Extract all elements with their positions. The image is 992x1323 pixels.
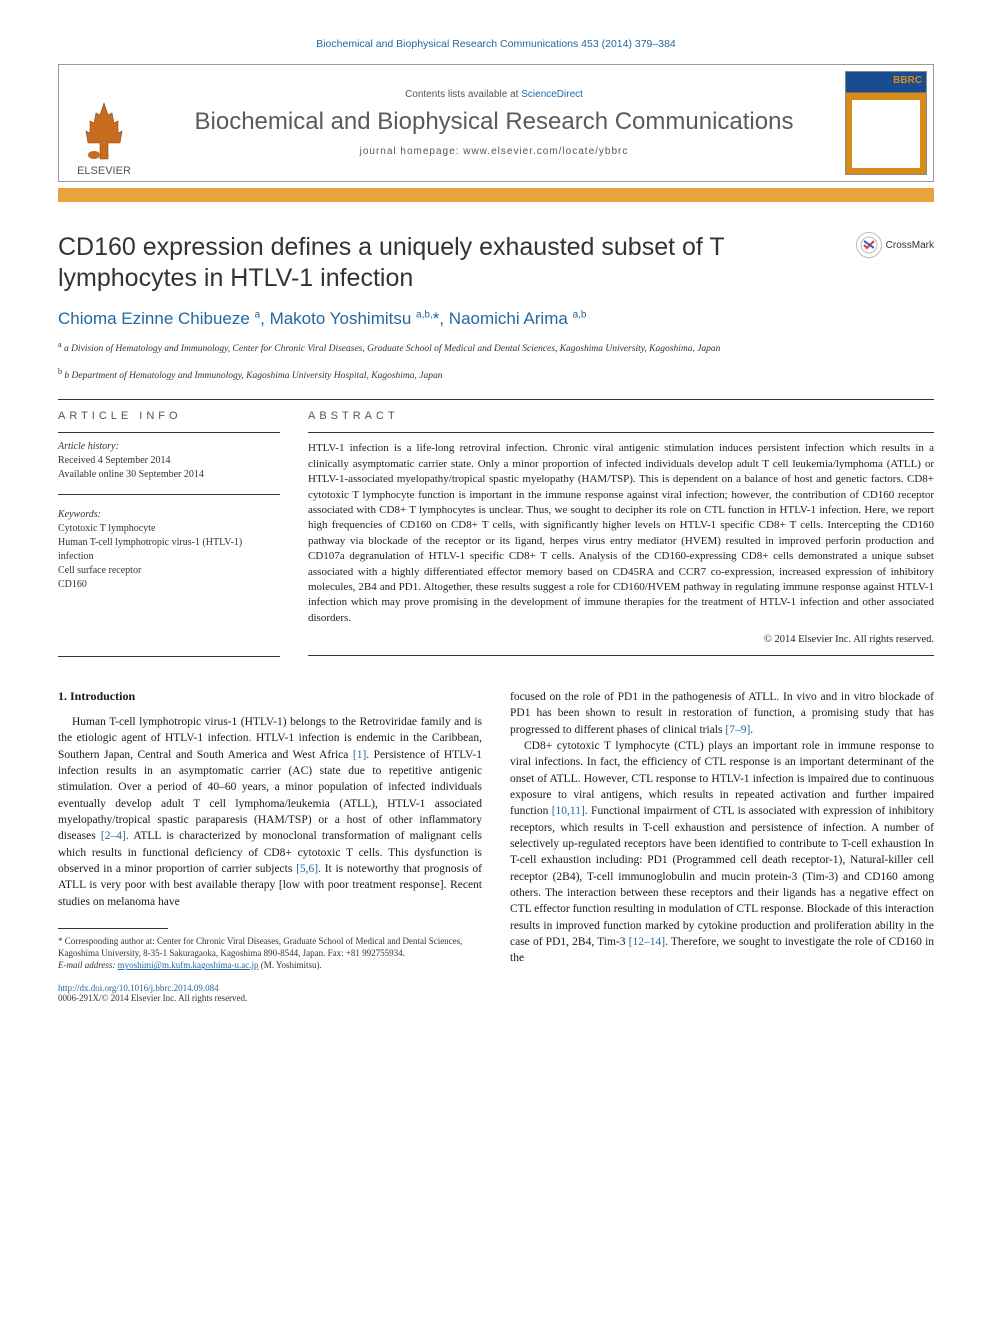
contents-line: Contents lists available at ScienceDirec… bbox=[405, 89, 583, 100]
keyword-0: Cytotoxic T lymphocyte bbox=[58, 522, 280, 536]
footnote-separator bbox=[58, 928, 168, 929]
body-para-3: CD8+ cytotoxic T lymphocyte (CTL) plays … bbox=[510, 738, 934, 967]
ref-10-11-link[interactable]: [10,11] bbox=[552, 805, 585, 817]
corresponding-footnote: * Corresponding author at: Center for Ch… bbox=[58, 935, 482, 959]
homepage-line: journal homepage: www.elsevier.com/locat… bbox=[360, 146, 629, 157]
history-label: Article history: bbox=[58, 441, 280, 452]
publisher-logo-block: ELSEVIER bbox=[59, 65, 149, 181]
keyword-1: Human T-cell lymphotropic virus-1 (HTLV-… bbox=[58, 536, 280, 564]
crossmark-label: CrossMark bbox=[886, 240, 934, 251]
copyright: © 2014 Elsevier Inc. All rights reserved… bbox=[308, 634, 934, 645]
doi-link[interactable]: http://dx.doi.org/10.1016/j.bbrc.2014.09… bbox=[58, 983, 219, 993]
crossmark-icon bbox=[860, 236, 878, 254]
article-info-left: ARTICLE INFO Article history: Received 4… bbox=[58, 410, 280, 656]
publisher-label: ELSEVIER bbox=[77, 165, 131, 177]
email-label: E-mail address: bbox=[58, 960, 118, 970]
masthead: ELSEVIER Contents lists available at Sci… bbox=[58, 64, 934, 182]
keyword-2: Cell surface receptor bbox=[58, 564, 280, 578]
article-info-row: ARTICLE INFO Article history: Received 4… bbox=[58, 410, 934, 656]
history-online: Available online 30 September 2014 bbox=[58, 468, 280, 482]
body-para-1: Human T-cell lymphotropic virus-1 (HTLV-… bbox=[58, 714, 482, 910]
cover-label: BBRC bbox=[893, 75, 922, 86]
ref-1-link[interactable]: [1] bbox=[353, 749, 366, 761]
issn-copyright: 0006-291X/© 2014 Elsevier Inc. All right… bbox=[58, 993, 247, 1003]
ref-5-6-link[interactable]: [5,6] bbox=[296, 863, 318, 875]
email-suffix: (M. Yoshimitsu). bbox=[258, 960, 321, 970]
email-link[interactable]: myoshimi@m.kufm.kagoshima-u.ac.jp bbox=[118, 960, 259, 970]
authors: Chioma Ezinne Chibueze a, Makoto Yoshimi… bbox=[58, 309, 934, 329]
abstract-block: ABSTRACT HTLV-1 infection is a life-long… bbox=[308, 410, 934, 656]
ref-2-4-link[interactable]: [2–4] bbox=[101, 830, 126, 842]
homepage-prefix: journal homepage: bbox=[360, 146, 464, 157]
crossmark-badge[interactable]: CrossMark bbox=[856, 232, 934, 258]
ref-12-14-link[interactable]: [12–14] bbox=[629, 936, 665, 948]
cover-thumb-block: BBRC bbox=[839, 65, 933, 181]
keywords-label: Keywords: bbox=[58, 509, 280, 520]
body-col-left: 1. Introduction Human T-cell lymphotropi… bbox=[58, 689, 482, 971]
homepage-url: www.elsevier.com/locate/ybbrc bbox=[463, 146, 628, 157]
body-columns: 1. Introduction Human T-cell lymphotropi… bbox=[58, 689, 934, 971]
journal-name: Biochemical and Biophysical Research Com… bbox=[195, 108, 794, 136]
elsevier-tree-icon bbox=[76, 99, 132, 163]
keyword-3: CD160 bbox=[58, 578, 280, 592]
ref-7-9-link[interactable]: [7–9] bbox=[725, 724, 750, 736]
journal-cover-thumb: BBRC bbox=[845, 71, 927, 175]
email-footnote: E-mail address: myoshimi@m.kufm.kagoshim… bbox=[58, 959, 482, 971]
affiliation-a: a a Division of Hematology and Immunolog… bbox=[58, 339, 934, 356]
abstract-text: HTLV-1 infection is a life-long retrovir… bbox=[308, 441, 934, 626]
separator bbox=[58, 399, 934, 400]
section-1-heading: 1. Introduction bbox=[58, 689, 482, 704]
history-received: Received 4 September 2014 bbox=[58, 454, 280, 468]
abstract-heading: ABSTRACT bbox=[308, 410, 934, 422]
page-footer: http://dx.doi.org/10.1016/j.bbrc.2014.09… bbox=[58, 983, 934, 1003]
contents-prefix: Contents lists available at bbox=[405, 89, 521, 100]
masthead-center: Contents lists available at ScienceDirec… bbox=[149, 65, 839, 181]
running-header: Biochemical and Biophysical Research Com… bbox=[58, 38, 934, 50]
affiliation-b: b b Department of Hematology and Immunol… bbox=[58, 366, 934, 383]
sciencedirect-link[interactable]: ScienceDirect bbox=[521, 89, 583, 100]
body-para-2: focused on the role of PD1 in the pathog… bbox=[510, 689, 934, 738]
orange-separator-bar bbox=[58, 188, 934, 202]
article-info-heading: ARTICLE INFO bbox=[58, 410, 280, 422]
article-title: CD160 expression defines a uniquely exha… bbox=[58, 232, 840, 295]
body-col-right: focused on the role of PD1 in the pathog… bbox=[510, 689, 934, 971]
